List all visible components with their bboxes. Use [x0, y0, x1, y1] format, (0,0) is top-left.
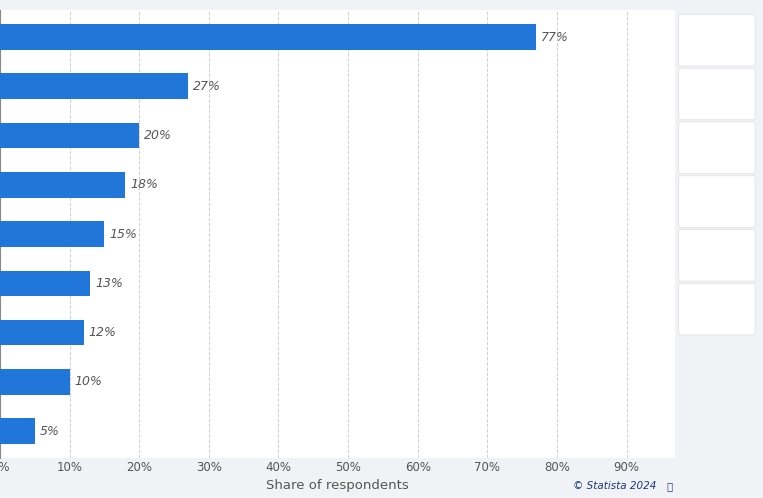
FancyBboxPatch shape: [679, 230, 755, 281]
Bar: [0, 418, 35, 444]
Text: 15%: 15%: [109, 228, 137, 241]
Bar: [0, 270, 91, 296]
Text: 🏴: 🏴: [664, 481, 673, 491]
X-axis label: Share of respondents: Share of respondents: [266, 480, 409, 493]
Text: 27%: 27%: [193, 80, 221, 93]
FancyBboxPatch shape: [679, 68, 755, 120]
FancyBboxPatch shape: [679, 122, 755, 174]
Text: 12%: 12%: [89, 326, 116, 339]
Text: 18%: 18%: [130, 178, 158, 191]
Bar: [0, 221, 105, 247]
Bar: [0, 24, 536, 50]
Bar: [0, 320, 83, 346]
FancyBboxPatch shape: [679, 176, 755, 227]
Text: 77%: 77%: [541, 30, 568, 43]
FancyBboxPatch shape: [679, 283, 755, 335]
Bar: [0, 74, 188, 99]
Bar: [0, 369, 69, 394]
FancyBboxPatch shape: [679, 14, 755, 66]
Text: 20%: 20%: [144, 129, 172, 142]
Text: 10%: 10%: [75, 375, 102, 388]
Text: 13%: 13%: [95, 277, 124, 290]
Text: 5%: 5%: [40, 425, 60, 438]
Bar: [0, 172, 125, 198]
Bar: [0, 123, 139, 148]
Text: © Statista 2024: © Statista 2024: [573, 481, 656, 491]
